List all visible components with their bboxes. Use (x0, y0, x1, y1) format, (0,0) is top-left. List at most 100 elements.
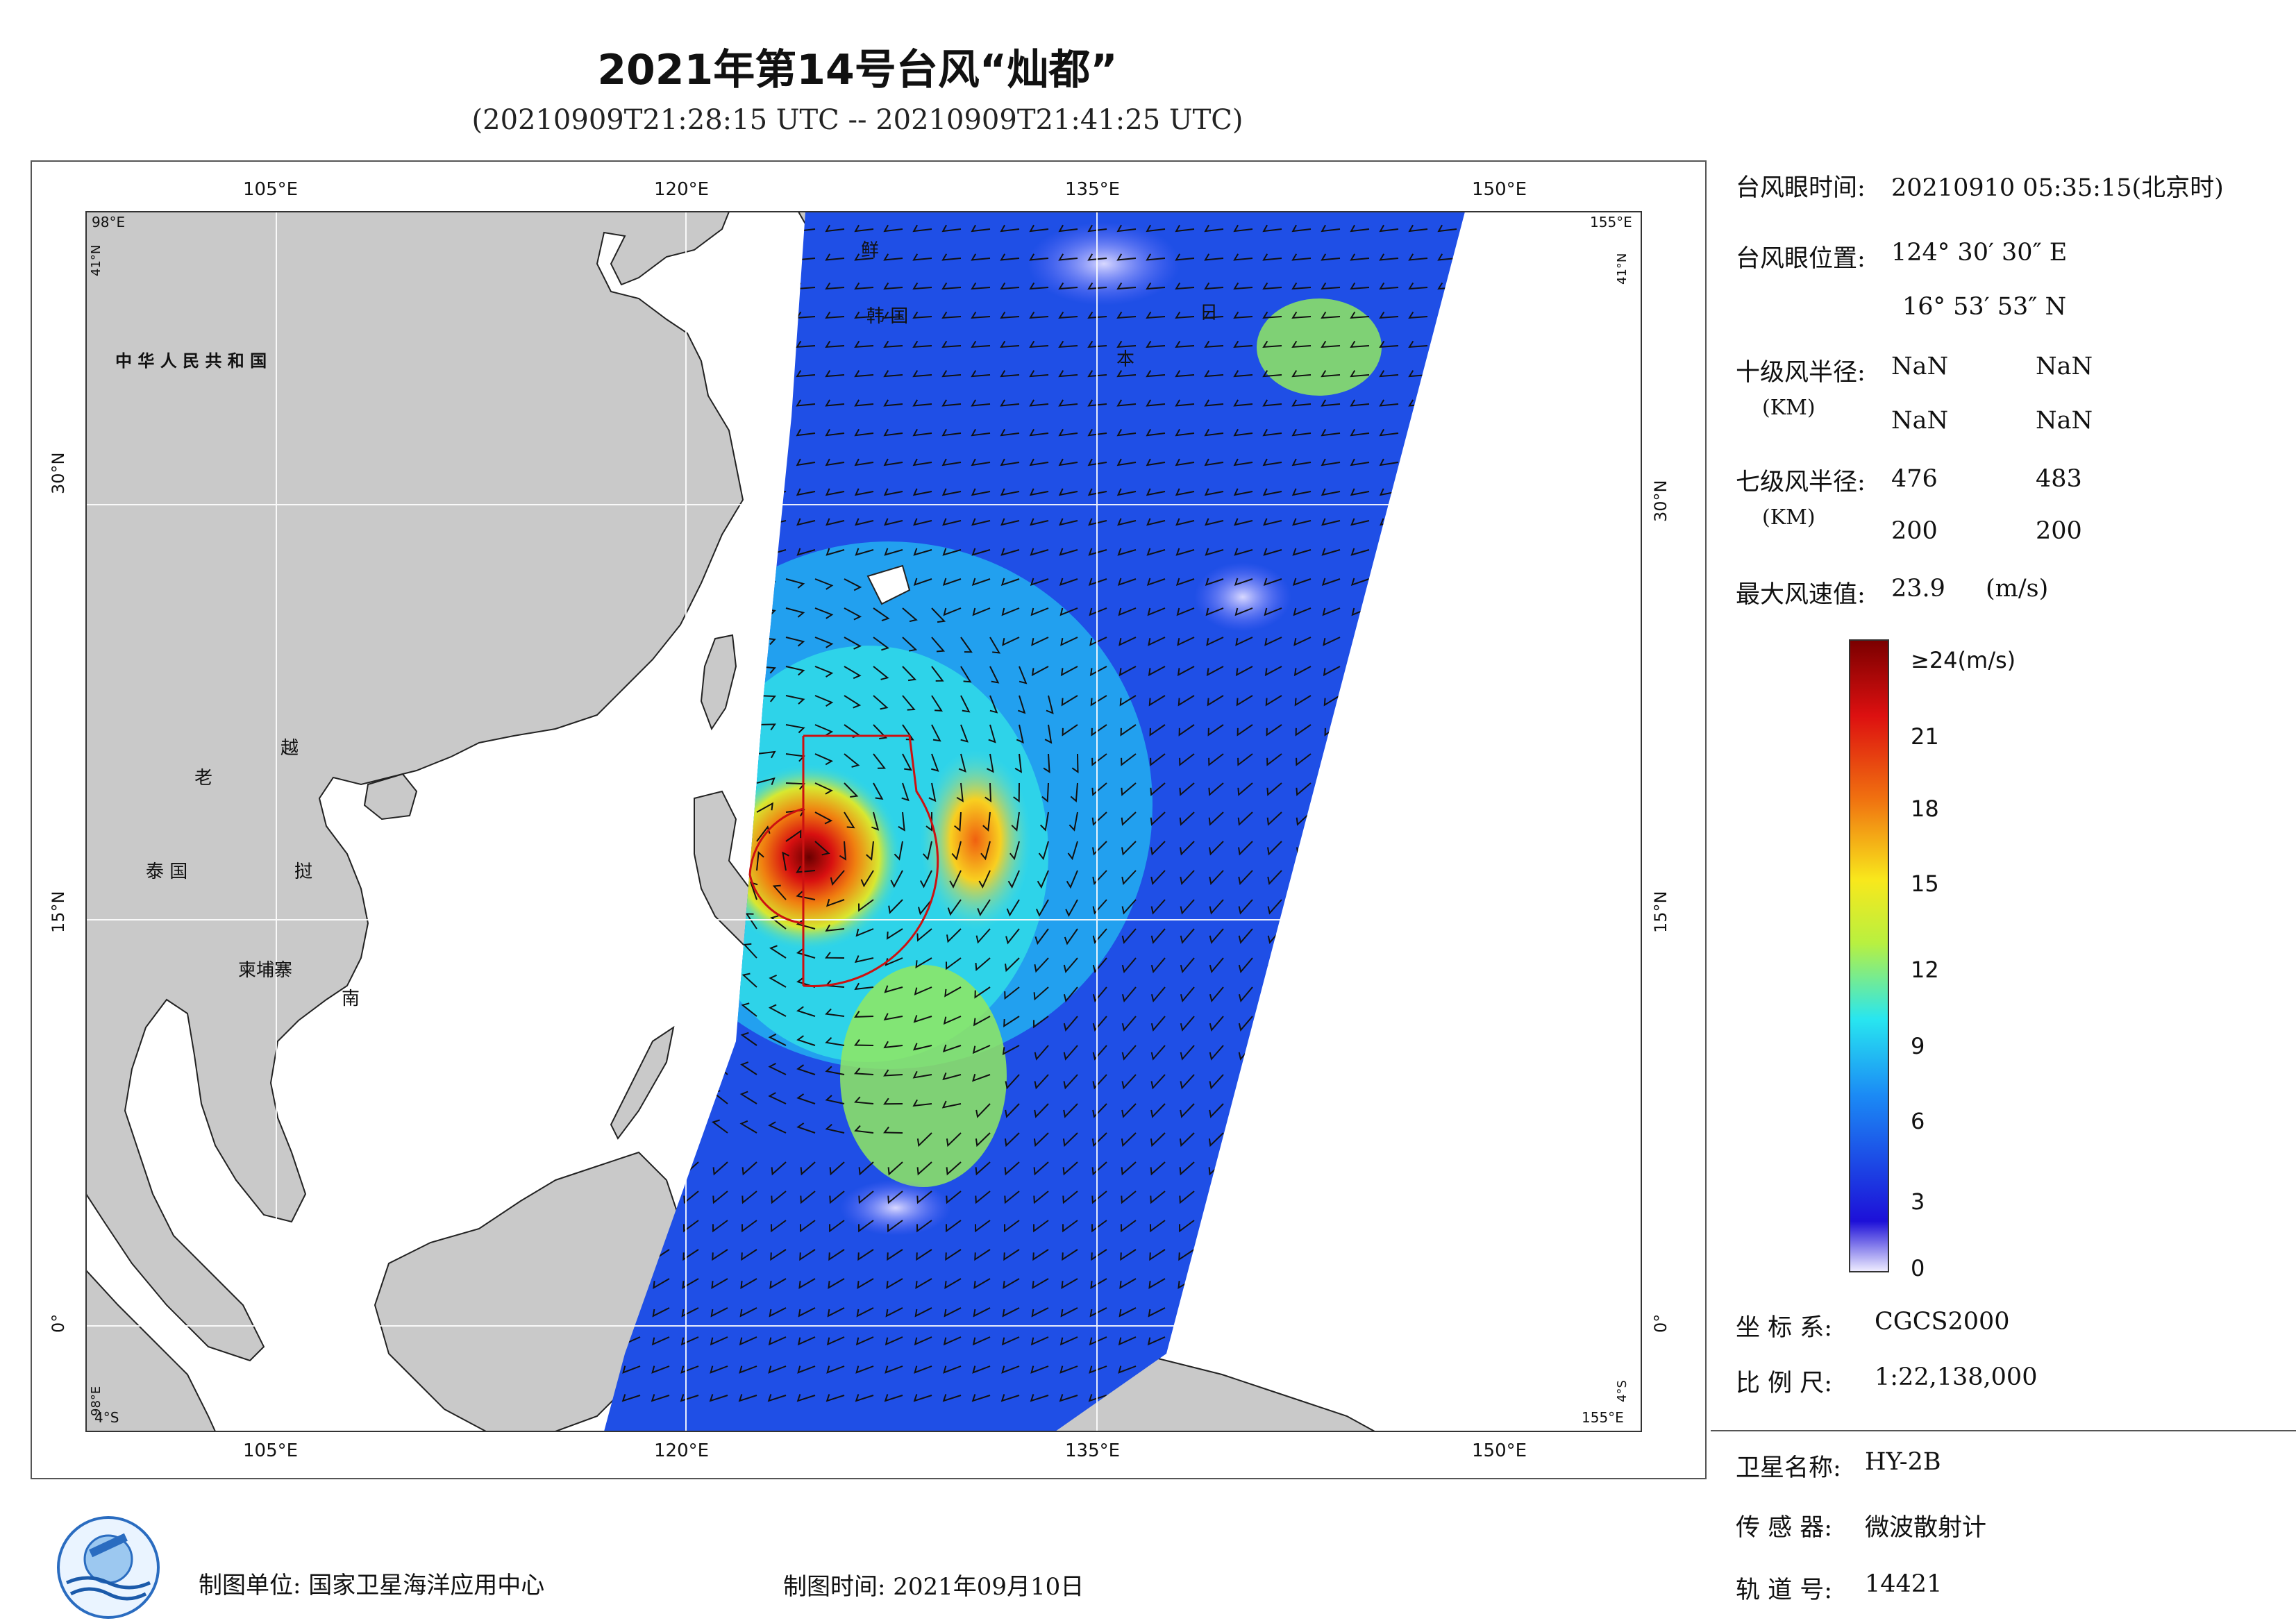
wind-barb (1322, 607, 1341, 616)
wind-barb (975, 1191, 991, 1204)
wind-barb (1001, 1365, 1020, 1374)
calm-zone-east (1194, 562, 1291, 632)
wind-barb (1000, 311, 1020, 319)
wind-barb (1149, 724, 1166, 737)
wind-barb (885, 1336, 903, 1346)
wind-barb (1175, 399, 1195, 407)
wind-barb (914, 1365, 932, 1374)
wind-barb (858, 1220, 874, 1233)
wind-barb (1180, 841, 1195, 856)
wind-barb (1408, 224, 1428, 233)
map-border (85, 211, 1642, 1432)
wind-barb (1062, 1220, 1078, 1233)
wind-barb (1000, 518, 1020, 526)
wind-barb (1121, 1191, 1137, 1204)
wind-barb (1291, 428, 1312, 437)
wind-barb (1148, 1278, 1166, 1289)
wind-barb (796, 370, 816, 378)
wind-barb (943, 1016, 962, 1025)
wind-barb (1121, 1103, 1137, 1118)
wind-barb (902, 666, 917, 682)
lat-label-right: 15°N (1651, 891, 1670, 934)
place-label-korea-north: 鲜 (861, 240, 880, 261)
wind-barb (1058, 282, 1078, 290)
wind-barb (883, 311, 903, 319)
wind-barb (941, 428, 962, 437)
wind-barb (1067, 841, 1078, 861)
wind-barb (1350, 340, 1370, 348)
wind-barb (1146, 518, 1166, 526)
wind-barb (1063, 957, 1078, 973)
wind-barb (814, 782, 833, 795)
eye-time-value: 20210910 05:35:15(北京时) (1891, 174, 2224, 202)
wind-barb (1030, 607, 1049, 616)
orbit-label: 轨 道 号: (1736, 1576, 1833, 1604)
wind-barb (883, 282, 903, 290)
wind-barb (1061, 695, 1078, 707)
wind-barb (1379, 311, 1399, 319)
wind-barb (1030, 1336, 1049, 1346)
wind-barb (854, 955, 874, 964)
wind-barb (826, 548, 845, 556)
wind-barb (756, 802, 773, 813)
hainan (363, 773, 418, 821)
wind-barb (782, 851, 789, 871)
orbit-value: 14421 (1865, 1570, 1943, 1598)
wind-barb (1180, 1045, 1195, 1061)
wind-barb (871, 812, 880, 831)
wind-barb (756, 825, 771, 842)
wind-barb (1175, 458, 1195, 466)
wind-barb (873, 637, 890, 651)
wind-barb (769, 1278, 787, 1289)
wind-barb (682, 1278, 699, 1289)
wind-barb (1087, 340, 1107, 348)
wind-barb (825, 952, 845, 959)
wind-barb (1150, 1161, 1166, 1176)
map-panel (86, 212, 1641, 1431)
max-wind-value: 23.9 (1891, 575, 1945, 603)
wind-barb (914, 986, 932, 995)
wind-barb (960, 695, 971, 713)
wind-barb (825, 488, 845, 496)
wind-barb (1092, 1045, 1107, 1061)
wind-barb (1013, 782, 1020, 802)
wind-barb (1003, 1278, 1020, 1289)
wind-barb (1004, 1161, 1020, 1176)
wind-barb (1063, 1074, 1078, 1090)
wind-barb (974, 1249, 991, 1261)
wind-barb (946, 1191, 962, 1204)
wind-barb (839, 841, 847, 861)
wind-barb (943, 1365, 962, 1374)
colorbar-tick: 0 (1911, 1255, 1925, 1281)
wind-barb (1148, 666, 1166, 677)
wind-barb (1233, 224, 1253, 233)
wind-barb (1150, 986, 1166, 1003)
max-wind-unit: (m/s) (1986, 575, 2049, 603)
wind-barb (1091, 1161, 1107, 1176)
wind-barb (1001, 607, 1020, 616)
wind-barb (883, 340, 903, 348)
wind-barb (854, 1011, 874, 1018)
wind-barb (855, 928, 874, 937)
wind-barb (1209, 957, 1224, 974)
wind-barb (1006, 899, 1020, 917)
wind-barb (1262, 253, 1282, 261)
colorbar-tick: 6 (1911, 1108, 1925, 1134)
wind-barb (956, 782, 964, 802)
wind-barb (1262, 282, 1282, 290)
wind-barb (971, 311, 991, 319)
wind-barb (1011, 812, 1020, 832)
corner-label-nw-lat: 41°N (89, 244, 103, 276)
wind-barb (814, 695, 834, 707)
wind-barb (971, 428, 991, 437)
wind-barb (894, 841, 903, 861)
corner-label-ne-lon: 155°E (1590, 214, 1632, 230)
wind-barb (866, 841, 874, 861)
wind-barb (854, 224, 874, 233)
wind-barb (946, 957, 962, 970)
wind-barb (1296, 753, 1312, 766)
wind-barb (1062, 1132, 1078, 1147)
wind-barb (1149, 1249, 1166, 1261)
wind-barb (1263, 578, 1282, 586)
wind-barb (1087, 399, 1107, 407)
